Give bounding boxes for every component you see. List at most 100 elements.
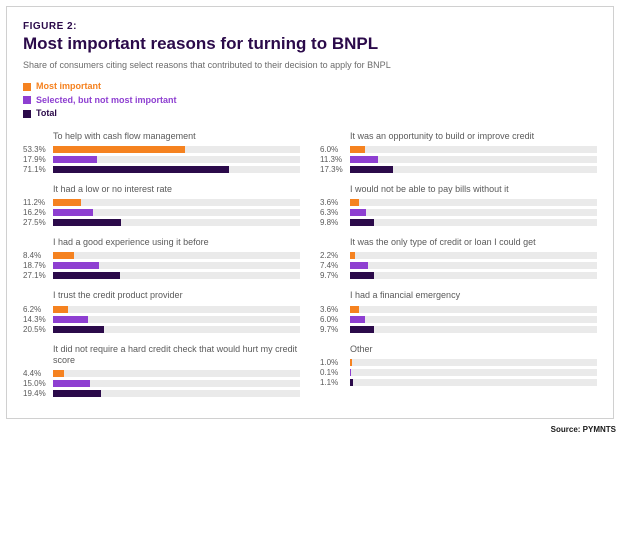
bar-value-label: 6.3% [320,208,350,217]
bar-value-label: 7.4% [320,261,350,270]
chart-source: Source: PYMNTS [0,425,624,438]
bar-track [350,252,597,259]
bar-fill [53,219,121,226]
reason-block: I had a good experience using it before 8… [23,237,300,280]
bar-value-label: 17.9% [23,155,53,164]
bar-row: 17.9% [23,155,300,164]
reason-block: To help with cash flow management53.3%17… [23,131,300,174]
figure-label: FIGURE 2: [23,21,597,32]
legend-item: Total [23,107,597,121]
bar-fill [53,166,229,173]
bar-row: 6.0% [320,145,597,154]
bar-fill [350,146,365,153]
bar-fill [350,262,368,269]
legend-label: Selected, but not most important [36,94,177,108]
bar-track [53,380,300,387]
bar-value-label: 6.0% [320,315,350,324]
bar-track [350,306,597,313]
bar-row: 1.0% [320,358,597,367]
figure-frame: FIGURE 2: Most important reasons for tur… [6,6,614,419]
bar-fill [350,326,374,333]
bar-value-label: 11.3% [320,155,350,164]
bar-row: 6.3% [320,208,597,217]
bar-track [350,199,597,206]
bar-track [53,370,300,377]
reason-block: I had a financial emergency3.6%6.0%9.7% [320,290,597,333]
reason-label: I had a good experience using it before [23,237,300,248]
reason-label: It had a low or no interest rate [23,184,300,195]
bar-row: 15.0% [23,379,300,388]
bar-row: 27.5% [23,218,300,227]
bar-fill [53,390,101,397]
bar-track [53,166,300,173]
legend-label: Most important [36,80,101,94]
bar-value-label: 6.0% [320,145,350,154]
bar-track [350,262,597,269]
reason-label: I trust the credit product provider [23,290,300,301]
bar-row: 3.6% [320,305,597,314]
bar-value-label: 9.8% [320,218,350,227]
bar-track [350,369,597,376]
reason-block: I trust the credit product provider6.2%1… [23,290,300,333]
bar-fill [53,380,90,387]
bar-value-label: 6.2% [23,305,53,314]
bar-row: 11.3% [320,155,597,164]
bar-row: 71.1% [23,165,300,174]
legend-swatch [23,110,31,118]
bar-fill [53,156,97,163]
bar-row: 2.2% [320,251,597,260]
reason-label: Other [320,344,597,355]
bar-value-label: 1.0% [320,358,350,367]
reason-block: Other1.0%0.1%1.1% [320,344,597,387]
bar-fill [53,262,99,269]
bar-fill [53,306,68,313]
bar-track [53,199,300,206]
bar-track [350,166,597,173]
bar-value-label: 4.4% [23,369,53,378]
bar-track [53,156,300,163]
bar-fill [350,156,378,163]
chart-column-right: It was an opportunity to build or improv… [320,131,597,409]
reason-label: It was the only type of credit or loan I… [320,237,597,248]
bar-fill [350,252,355,259]
reason-block: It had a low or no interest rate 11.2%16.… [23,184,300,227]
bar-fill [350,379,353,386]
bar-row: 16.2% [23,208,300,217]
bar-track [350,316,597,323]
bar-fill [350,219,374,226]
bar-value-label: 3.6% [320,305,350,314]
bar-fill [350,359,352,366]
bar-row: 7.4% [320,261,597,270]
bar-value-label: 20.5% [23,325,53,334]
bar-fill [350,316,365,323]
bar-row: 8.4% [23,251,300,260]
chart-grid: To help with cash flow management53.3%17… [23,131,597,409]
reason-label: I would not be able to pay bills without… [320,184,597,195]
bar-value-label: 9.7% [320,325,350,334]
legend-label: Total [36,107,57,121]
reason-block: It did not require a hard credit check t… [23,344,300,399]
legend-swatch [23,83,31,91]
bar-track [53,146,300,153]
bar-row: 9.7% [320,325,597,334]
bar-fill [53,199,81,206]
bar-row: 11.2% [23,198,300,207]
bar-track [53,219,300,226]
legend-swatch [23,96,31,104]
bar-row: 6.2% [23,305,300,314]
bar-value-label: 8.4% [23,251,53,260]
bar-value-label: 1.1% [320,378,350,387]
reason-label: It did not require a hard credit check t… [23,344,300,367]
bar-value-label: 27.1% [23,271,53,280]
bar-track [53,390,300,397]
bar-track [53,262,300,269]
bar-track [53,306,300,313]
bar-value-label: 11.2% [23,198,53,207]
bar-value-label: 3.6% [320,198,350,207]
bar-value-label: 53.3% [23,145,53,154]
bar-track [350,156,597,163]
chart-subtitle: Share of consumers citing select reasons… [23,60,597,70]
bar-value-label: 19.4% [23,389,53,398]
legend: Most importantSelected, but not most imp… [23,80,597,121]
bar-row: 18.7% [23,261,300,270]
